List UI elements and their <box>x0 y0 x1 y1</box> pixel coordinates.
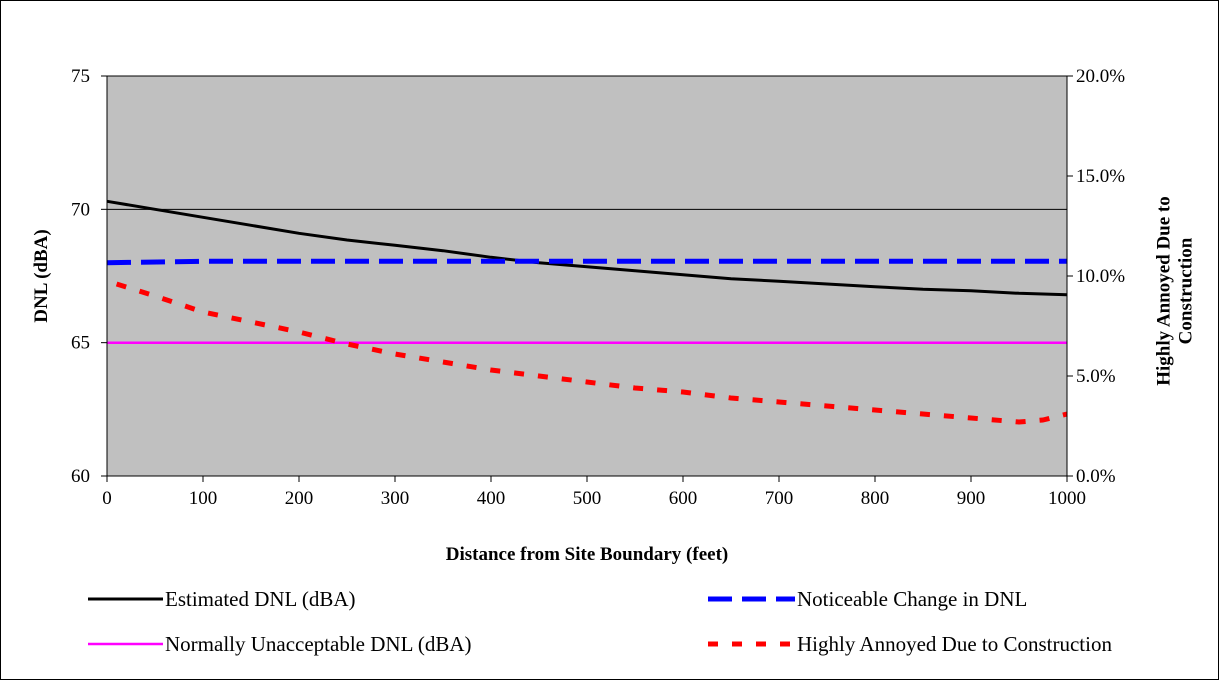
axes <box>101 75 1073 482</box>
x-tick-label: 1000 <box>1048 488 1086 509</box>
y2-tick-label: 5.0% <box>1076 366 1116 387</box>
x-axis-title: Distance from Site Boundary (feet) <box>446 544 729 565</box>
y2-tick-label: 20.0% <box>1076 66 1125 87</box>
y-tick-label: 65 <box>71 333 90 354</box>
y2-tick-label: 10.0% <box>1076 266 1125 287</box>
y-tick-label: 60 <box>71 466 90 487</box>
x-tick-label: 800 <box>861 488 890 509</box>
x-tick-label: 600 <box>669 488 698 509</box>
series-line <box>115 281 1068 425</box>
y-axis-title: DNL (dBA) <box>31 229 52 322</box>
x-tick-label: 700 <box>765 488 794 509</box>
plot-area <box>106 75 1068 477</box>
series-line <box>106 258 1067 266</box>
x-tick-label: 0 <box>102 488 112 509</box>
x-tick-labels: 0 100 200 300 400 500 600 700 800 900 1000 <box>102 488 1086 509</box>
x-tick-label: 200 <box>285 488 314 509</box>
x-tick-label: 100 <box>189 488 218 509</box>
x-tick-label: 900 <box>957 488 986 509</box>
y2-axis-title: Highly Annoyed Due toConstruction <box>1154 196 1197 386</box>
y-tick-label: 75 <box>71 66 90 87</box>
y2-tick-labels: 0.0% 5.0% 10.0% 15.0% 20.0% <box>1076 66 1125 487</box>
series-line <box>106 199 1068 297</box>
legend: Estimated DNL (dBA) Noticeable Change in … <box>88 587 1112 656</box>
x-tick-label: 500 <box>573 488 602 509</box>
y-tick-label: 70 <box>71 199 90 220</box>
legend-label: Estimated DNL (dBA) <box>165 587 356 611</box>
legend-label: Noticeable Change in DNL <box>797 587 1027 611</box>
y2-axis-title-line2: Construction <box>1175 237 1196 344</box>
y2-tick-label: 0.0% <box>1076 466 1116 487</box>
legend-label: Highly Annoyed Due to Construction <box>797 632 1112 656</box>
x-tick-label: 400 <box>477 488 506 509</box>
series-layer <box>106 199 1068 425</box>
y-tick-labels: 60 65 70 75 <box>71 66 90 487</box>
x-tick-label: 300 <box>381 488 410 509</box>
y2-axis-title-line1: Highly Annoyed Due to <box>1154 196 1175 386</box>
y2-tick-label: 15.0% <box>1076 166 1125 187</box>
legend-label: Normally Unacceptable DNL (dBA) <box>165 632 472 656</box>
